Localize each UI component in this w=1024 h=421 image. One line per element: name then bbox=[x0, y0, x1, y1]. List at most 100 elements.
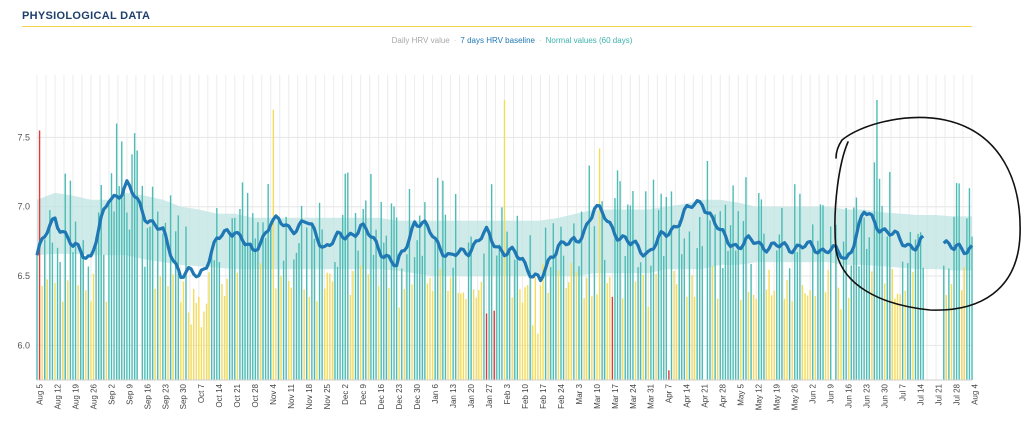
hrv-bar bbox=[72, 252, 74, 380]
hrv-bar bbox=[616, 170, 619, 380]
hrv-bar bbox=[943, 265, 945, 380]
x-tick-label: Mar 31 bbox=[647, 383, 656, 408]
hrv-bar bbox=[334, 262, 336, 380]
y-tick-label: 7.0 bbox=[17, 202, 30, 212]
hrv-bar bbox=[732, 185, 734, 380]
hrv-bar bbox=[49, 210, 51, 380]
hrv-bar bbox=[272, 109, 275, 380]
hrv-bar bbox=[901, 261, 904, 380]
hrv-bar bbox=[627, 204, 629, 380]
hrv-bar bbox=[246, 192, 249, 380]
hrv-bar bbox=[136, 150, 138, 380]
hrv-bar bbox=[413, 257, 416, 380]
hrv-bar bbox=[182, 281, 185, 380]
hrv-bar bbox=[555, 251, 557, 380]
hrv-bar bbox=[804, 293, 806, 380]
hrv-bar bbox=[871, 271, 873, 380]
hrv-bar bbox=[121, 141, 123, 380]
hrv-bar bbox=[159, 276, 161, 380]
hrv-bar bbox=[655, 274, 657, 380]
hrv-bar bbox=[69, 180, 72, 380]
hrv-bar bbox=[501, 207, 503, 380]
chart-legend: Daily HRV value · 7 days HRV baseline · Norm… bbox=[0, 36, 1024, 45]
hrv-bar bbox=[596, 294, 598, 380]
x-tick-label: Nov 4 bbox=[269, 383, 278, 404]
hrv-bar bbox=[824, 292, 827, 380]
hrv-bar bbox=[827, 270, 829, 380]
hrv-bar bbox=[508, 252, 511, 380]
hrv-bar bbox=[835, 224, 837, 380]
hrv-bar bbox=[372, 254, 375, 380]
hrv-bar bbox=[642, 274, 644, 380]
hrv-bar bbox=[377, 286, 380, 380]
hrv-bar bbox=[727, 251, 729, 380]
hrv-bar bbox=[953, 216, 955, 380]
hrv-bar bbox=[562, 255, 565, 380]
hrv-bar bbox=[837, 287, 840, 380]
legend-daily-hrv[interactable]: Daily HRV value bbox=[391, 36, 450, 45]
hrv-bar bbox=[431, 291, 434, 380]
hrv-bar bbox=[365, 200, 367, 380]
hrv-bar bbox=[711, 265, 714, 380]
hrv-bar bbox=[634, 281, 637, 380]
hrv-bar bbox=[814, 296, 817, 380]
hrv-bar bbox=[773, 290, 775, 380]
hrv-bar bbox=[82, 240, 84, 380]
hrv-bar bbox=[339, 233, 341, 380]
hrv-bar bbox=[198, 296, 200, 380]
hrv-bar bbox=[783, 298, 786, 380]
x-tick-label: Nov 25 bbox=[323, 383, 332, 409]
hrv-bar bbox=[123, 189, 126, 380]
hrv-bar bbox=[575, 271, 578, 380]
hrv-bar bbox=[118, 186, 120, 380]
x-tick-label: Jul 14 bbox=[916, 383, 925, 405]
hrv-bar bbox=[208, 272, 210, 380]
hrv-bar bbox=[44, 239, 46, 380]
hrv-bar bbox=[465, 298, 467, 380]
legend-separator: · bbox=[538, 36, 542, 45]
hrv-bar bbox=[794, 184, 796, 380]
hrv-bar bbox=[275, 288, 277, 380]
hrv-bar bbox=[673, 271, 675, 380]
hrv-bar bbox=[729, 225, 732, 380]
hrv-bar bbox=[524, 287, 526, 380]
hrv-bar bbox=[570, 263, 572, 380]
hrv-bar bbox=[675, 284, 678, 380]
hrv-bar bbox=[865, 248, 868, 380]
x-tick-label: May 19 bbox=[773, 383, 782, 410]
hrv-bar bbox=[395, 217, 398, 380]
hrv-bar bbox=[447, 290, 449, 380]
hrv-bar bbox=[383, 242, 385, 380]
hrv-bar bbox=[863, 217, 865, 380]
hrv-bar bbox=[591, 296, 593, 380]
hrv-bar bbox=[203, 311, 205, 380]
hrv-bar bbox=[966, 218, 968, 380]
x-tick-label: Jul 28 bbox=[952, 383, 961, 405]
hrv-bar bbox=[67, 280, 69, 380]
hrv-bar bbox=[295, 252, 298, 380]
x-tick-label: May 26 bbox=[791, 383, 800, 410]
hrv-bar bbox=[724, 204, 727, 380]
legend-baseline[interactable]: 7 days HRV baseline bbox=[460, 36, 535, 45]
hrv-bar bbox=[845, 207, 847, 380]
hrv-bar bbox=[696, 248, 698, 380]
legend-normal-values[interactable]: Normal values (60 days) bbox=[545, 36, 633, 45]
hrv-bar bbox=[318, 202, 321, 380]
hrv-bar bbox=[660, 193, 662, 380]
x-tick-label: Sep 16 bbox=[143, 383, 152, 409]
hrv-bar bbox=[218, 262, 221, 380]
hrv-bar bbox=[722, 267, 724, 380]
hrv-bar bbox=[750, 263, 752, 380]
hrv-bar bbox=[241, 182, 244, 380]
hrv-bar bbox=[254, 238, 257, 380]
hrv-bar bbox=[128, 229, 131, 380]
hrv-bar bbox=[490, 184, 493, 380]
hrv-bar bbox=[277, 221, 280, 380]
hrv-bar bbox=[765, 289, 768, 380]
x-tick-label: Mar 17 bbox=[611, 383, 620, 408]
hrv-bar bbox=[542, 263, 544, 380]
hrv-bar bbox=[714, 214, 716, 380]
hrv-bar bbox=[619, 181, 621, 380]
hrv-bar bbox=[786, 280, 788, 380]
